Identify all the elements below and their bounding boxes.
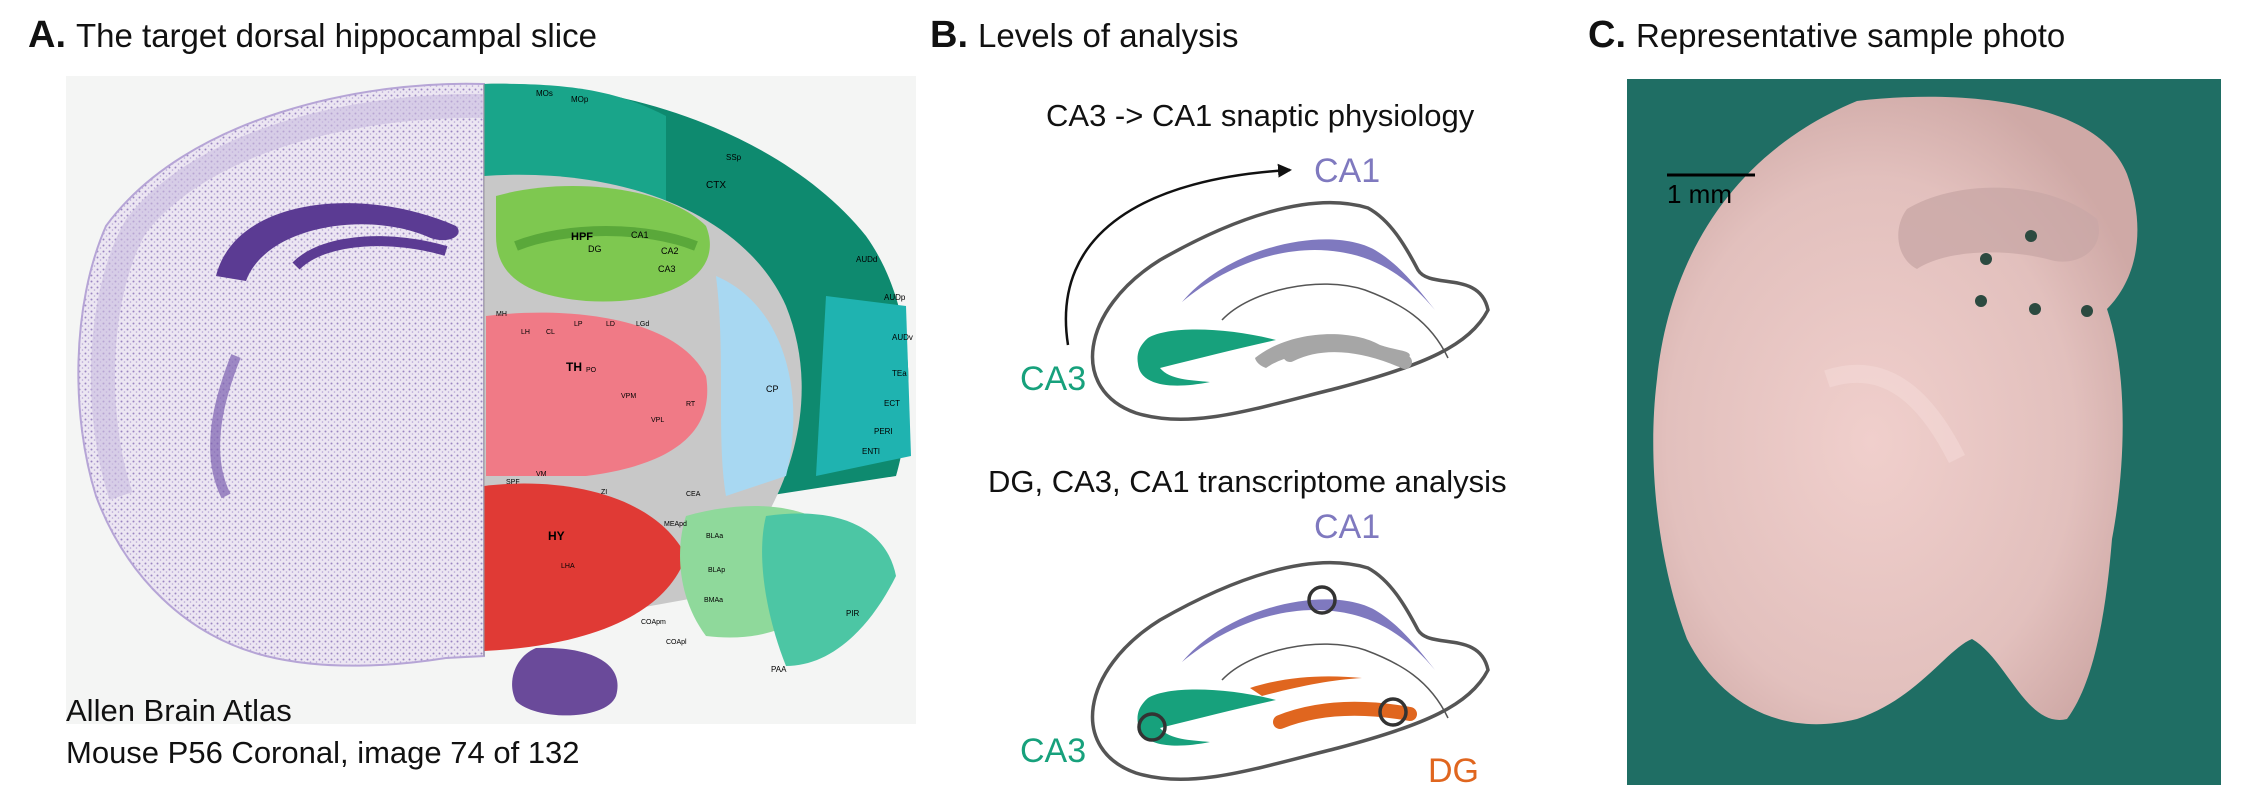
diagram2-ca3-label: CA3 [1020,732,1087,770]
atlas-th [486,312,708,476]
caption-line-2: Mouse P56 Coronal, image 74 of 132 [66,735,580,770]
atlas-auditory [816,296,911,476]
atlas-label-vpl: VPL [651,417,664,424]
electrode-mark [1975,295,1987,307]
nissl-hippocampus [216,203,459,281]
atlas-hpf [496,186,710,302]
atlas-label-cl: CL [546,329,555,336]
atlas-label-lh: LH [521,329,530,336]
panel-a-letter: A. [28,14,66,56]
atlas-label-bmaa: BMAa [704,597,723,604]
projection-arrow [1064,163,1292,346]
atlas-label-mh: MH [496,311,507,318]
atlas-label-ca1: CA1 [631,230,649,240]
hippocampus-diagram-1 [1064,163,1490,422]
caption-line-1: Allen Brain Atlas [66,693,292,728]
atlas-label-cea: CEA [686,491,701,498]
ca3-band [1137,689,1276,746]
panel-b-letter: B. [930,14,968,56]
hippocampus-outline [1090,560,1490,782]
nissl-cortex-band [91,93,485,500]
hippocampus-diagram-2 [1090,560,1490,782]
atlas-label-mop: MOp [571,95,589,104]
electrode-mark [2029,303,2041,315]
atlas-label-cp: CP [766,384,779,394]
atlas-label-blaa: BLAa [706,533,723,540]
ca3-band [1137,329,1276,386]
atlas-label-ca2: CA2 [661,246,679,256]
atlas-olfactory [762,513,896,666]
atlas-label-zi: ZI [601,489,607,496]
atlas-label-rt: RT [686,401,696,408]
atlas-label-audd: AUDd [856,255,877,264]
hippocampus-outline [1090,200,1490,422]
inner-outline [1221,283,1449,359]
atlas-cp [716,276,794,496]
diagram2-heading: DG, CA3, CA1 transcriptome analysis [988,464,1507,499]
panel-c-title: C. Representative sample photo [1588,14,2065,57]
panel-a-caption: Allen Brain Atlas Mouse P56 Coronal, ima… [66,690,580,774]
nissl-hemisphere [77,82,485,667]
atlas-label-blap: BLAp [708,567,725,574]
atlas-label-po: PO [586,367,597,374]
atlas-label-hy: HY [548,529,565,543]
atlas-label-ect: ECT [884,399,900,408]
diagram1-ca3-label: CA3 [1020,360,1087,398]
diagram1-ca1-label: CA1 [1314,152,1381,190]
diagram2-ca1-label: CA1 [1314,508,1381,546]
atlas-label-audv: AUDv [892,333,913,342]
atlas-image: HPF DG CA1 CA2 CA3 TH HY CTX CP SSp MOs … [66,76,916,724]
dg-upper-band [1250,676,1362,696]
ca3-sample-circle [1137,712,1167,742]
atlas-label-mos: MOs [536,89,553,98]
diagram1-heading: CA3 -> CA1 snaptic physiology [1046,98,1475,133]
atlas-label-ca3: CA3 [658,264,676,274]
atlas-label-pir: PIR [846,609,860,618]
atlas-label-lp: LP [574,321,583,328]
hippocampal-region [1898,187,2099,269]
panel-c-letter: C. [1588,14,1626,56]
diagram2-dg-label: DG [1428,752,1479,790]
atlas-label-ctx: CTX [706,180,726,191]
ca1-band [1182,239,1435,310]
atlas-label-lgd: LGd [636,321,649,328]
sample-photo: 1 mm [1627,79,2221,785]
atlas-label-vm: VM [536,471,547,478]
atlas-hy [484,483,686,651]
atlas-label-lha: LHA [561,563,575,570]
panel-a-title: A. The target dorsal hippocampal slice [28,14,597,57]
panel-b-title-text: Levels of analysis [978,17,1239,54]
atlas-label-hpf: HPF [571,231,593,243]
inner-outline [1221,643,1449,719]
atlas-label-dg: DG [588,244,602,254]
atlas-label-ld: LD [606,321,615,328]
panel-a-title-text: The target dorsal hippocampal slice [76,17,597,54]
panel-b-title: B. Levels of analysis [930,14,1238,57]
atlas-label-meapd: MEApd [664,521,687,528]
electrode-mark [1980,253,1992,265]
electrode-mark [2081,305,2093,317]
atlas-label-coapl: COApl [666,639,687,646]
atlas-label-coapm: COApm [641,619,666,626]
ca1-sample-circle [1307,585,1337,615]
atlas-label-spf: SPF [506,479,520,486]
scale-bar-label: 1 mm [1667,179,1732,209]
panel-c-title-text: Representative sample photo [1636,17,2066,54]
atlas-label-audp: AUDp [884,293,906,302]
atlas-label-ssp: SSp [726,153,742,162]
atlas-label-tea: TEa [892,369,907,378]
olfactory-protrusion [512,647,618,716]
electrode-mark [2025,230,2037,242]
atlas-label-peri: PERI [874,427,893,436]
atlas-label-th: TH [566,360,582,374]
atlas-label-paa: PAA [771,665,787,674]
atlas-label-vpm: VPM [621,393,636,400]
dg-sample-circle [1378,697,1408,727]
ca1-band [1182,599,1435,670]
atlas-label-entl: ENTl [862,447,880,456]
